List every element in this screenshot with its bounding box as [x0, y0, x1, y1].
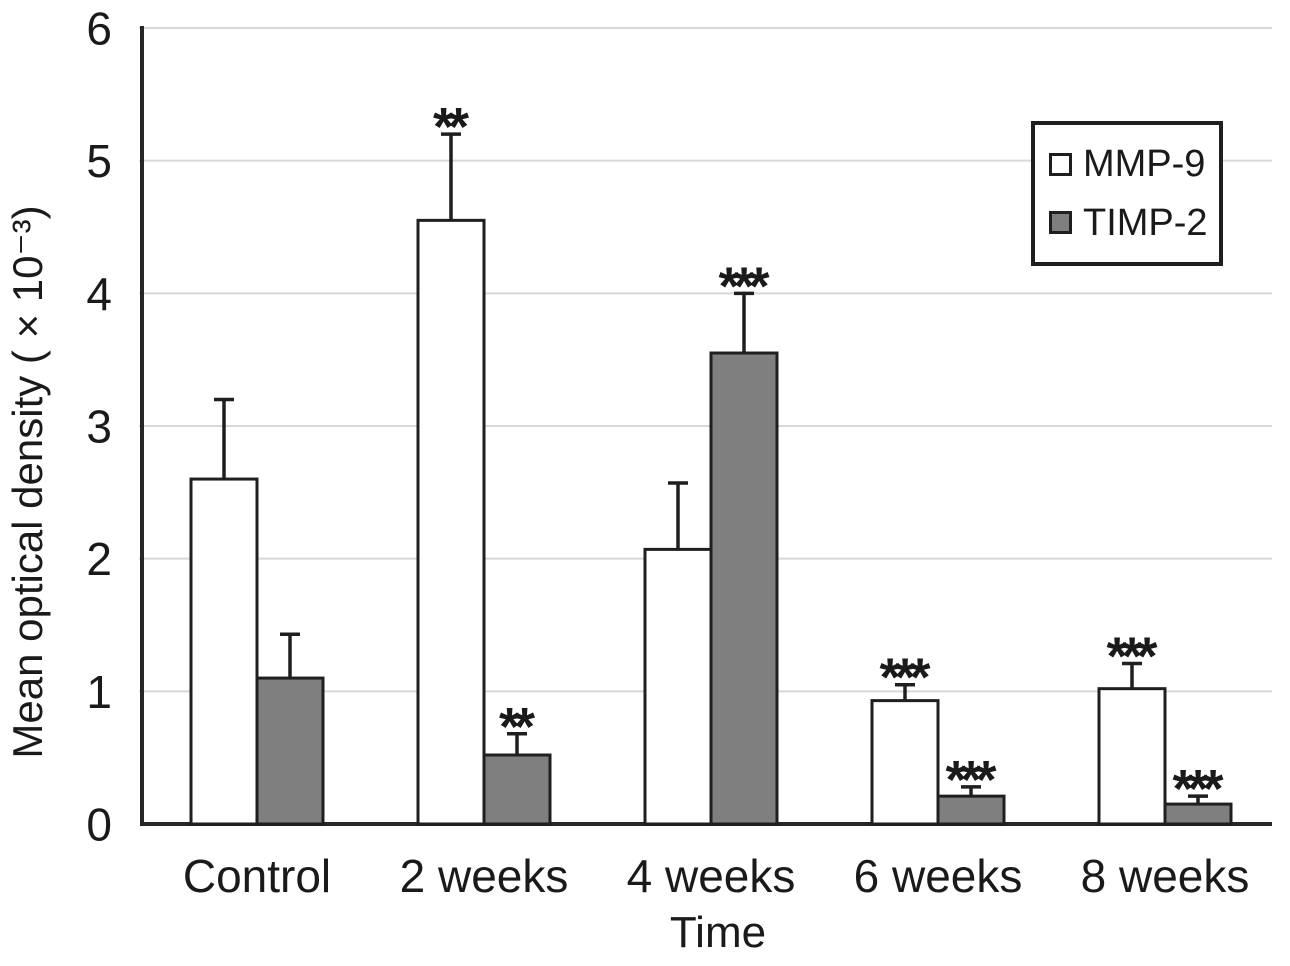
- bar-timp2-2-weeks: [482, 753, 552, 826]
- x-category-label-6-weeks: 6 weeks: [854, 850, 1023, 902]
- y-axis-title: Mean optical density ( × 10⁻³): [4, 205, 51, 758]
- y-tick-label: 0: [86, 799, 112, 851]
- bar-mmp9-2-weeks: [416, 218, 486, 826]
- legend-label-mmp9: MMP-9: [1083, 143, 1206, 186]
- y-tick-label: 3: [86, 401, 112, 453]
- y-tick-label: 6: [86, 3, 112, 55]
- legend: MMP-9 TIMP-2: [1031, 121, 1223, 266]
- bar-timp2-4-weeks: [709, 351, 779, 826]
- bar-mmp9-6-weeks: [870, 699, 940, 826]
- x-axis-title: Time: [670, 908, 766, 957]
- legend-label-timp2: TIMP-2: [1083, 201, 1208, 244]
- legend-swatch-mmp9: [1049, 152, 1072, 176]
- significance-stars-mmp9-2-weeks: **: [433, 97, 469, 157]
- bar-timp2-control: [255, 676, 325, 826]
- x-category-label-4-weeks: 4 weeks: [627, 850, 796, 902]
- bar-mmp9-8-weeks: [1097, 687, 1167, 826]
- gridlines: [139, 27, 1272, 693]
- x-category-label-2-weeks: 2 weeks: [400, 850, 569, 902]
- y-tick-label: 2: [86, 533, 112, 585]
- legend-item-timp2: TIMP-2: [1049, 204, 1219, 242]
- axis-labels: 0 1 2 3 4 5 6 Control 2 weeks 4 weeks 6 weeks 8 wee…: [86, 3, 1249, 902]
- significance-stars-mmp9-6-weeks: ***: [879, 648, 930, 708]
- y-tick-label: 5: [86, 135, 112, 187]
- x-category-label-control: Control: [183, 850, 331, 902]
- significance-stars-mmp9-8-weeks: ***: [1106, 626, 1157, 686]
- y-tick-label: 4: [86, 268, 112, 320]
- significance-stars-timp2-8-weeks: ***: [1172, 759, 1223, 819]
- bar-mmp9-4-weeks: [643, 547, 713, 826]
- significance-stars-timp2-6-weeks: ***: [945, 750, 996, 810]
- y-tick-label: 1: [86, 666, 112, 718]
- x-category-label-8-weeks: 8 weeks: [1081, 850, 1250, 902]
- significance-stars-timp2-4-weeks: ***: [718, 256, 769, 316]
- legend-item-mmp9: MMP-9: [1049, 145, 1219, 183]
- significance-stars-timp2-2-weeks: **: [499, 697, 535, 757]
- legend-swatch-timp2: [1049, 211, 1072, 235]
- bar-mmp9-control: [189, 477, 259, 826]
